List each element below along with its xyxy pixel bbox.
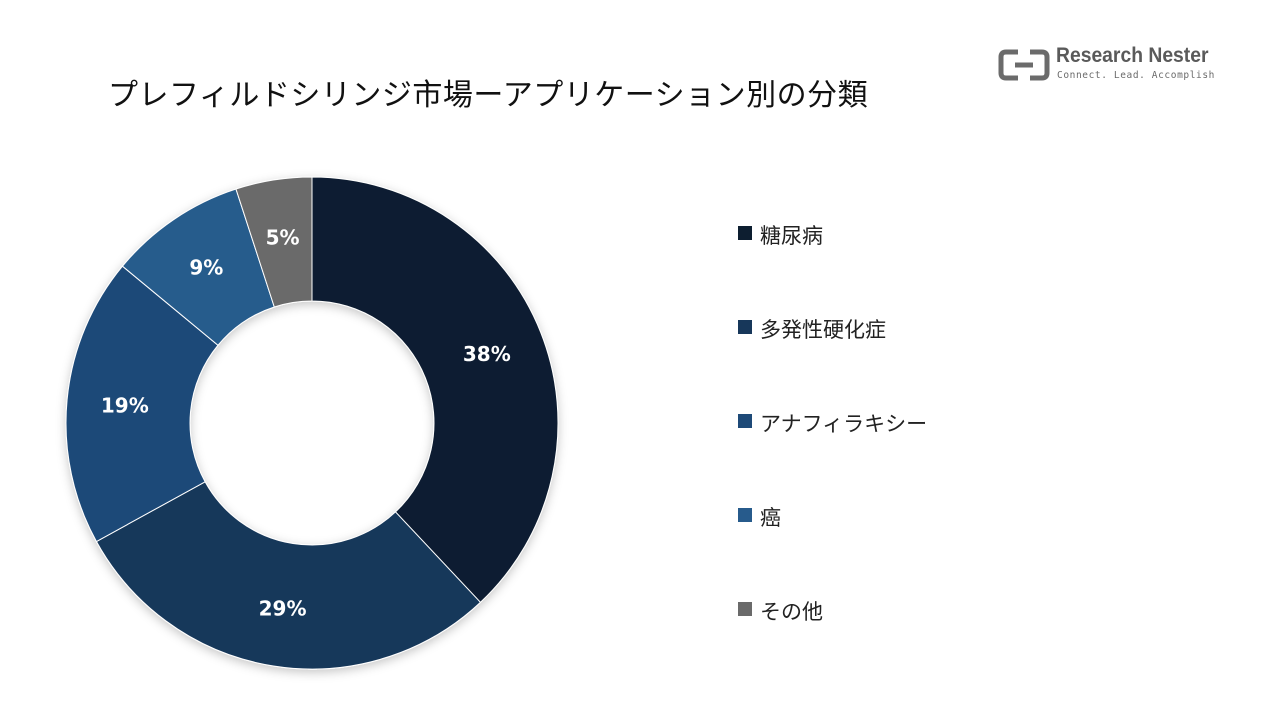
logo-name: Research Nester <box>1056 44 1209 67</box>
logo-mark-icon <box>998 49 1050 81</box>
page-title: プレフィルドシリンジ市場ーアプリケーション別の分類 <box>108 78 869 113</box>
logo-tagline: Connect. Lead. Accomplish <box>1057 70 1215 81</box>
slice-value-label-3: 19% <box>101 393 149 417</box>
legend-swatch <box>738 320 752 334</box>
slice-value-label-1: 38% <box>463 342 511 366</box>
research-nester-logo: Research Nester Connect. Lead. Accomplis… <box>998 44 1228 88</box>
legend-label: 癌 <box>760 506 781 530</box>
donut-slice-3 <box>65 265 219 543</box>
legend-label: 糖尿病 <box>760 224 823 248</box>
legend-swatch <box>738 414 752 428</box>
donut-slice-5 <box>235 176 313 308</box>
slice-value-label-2: 29% <box>259 597 307 621</box>
legend-label: アナフィラキシー <box>760 412 928 436</box>
legend-label: その他 <box>760 600 823 624</box>
slice-value-label-4: 9% <box>189 256 223 280</box>
slice-value-label-5: 5% <box>266 225 300 249</box>
legend-swatch <box>738 602 752 616</box>
legend-swatch <box>738 508 752 522</box>
donut-slice-1 <box>311 176 559 604</box>
legend-swatch <box>738 226 752 240</box>
legend-label: 多発性硬化症 <box>760 318 886 342</box>
donut-slice-2 <box>95 481 482 670</box>
